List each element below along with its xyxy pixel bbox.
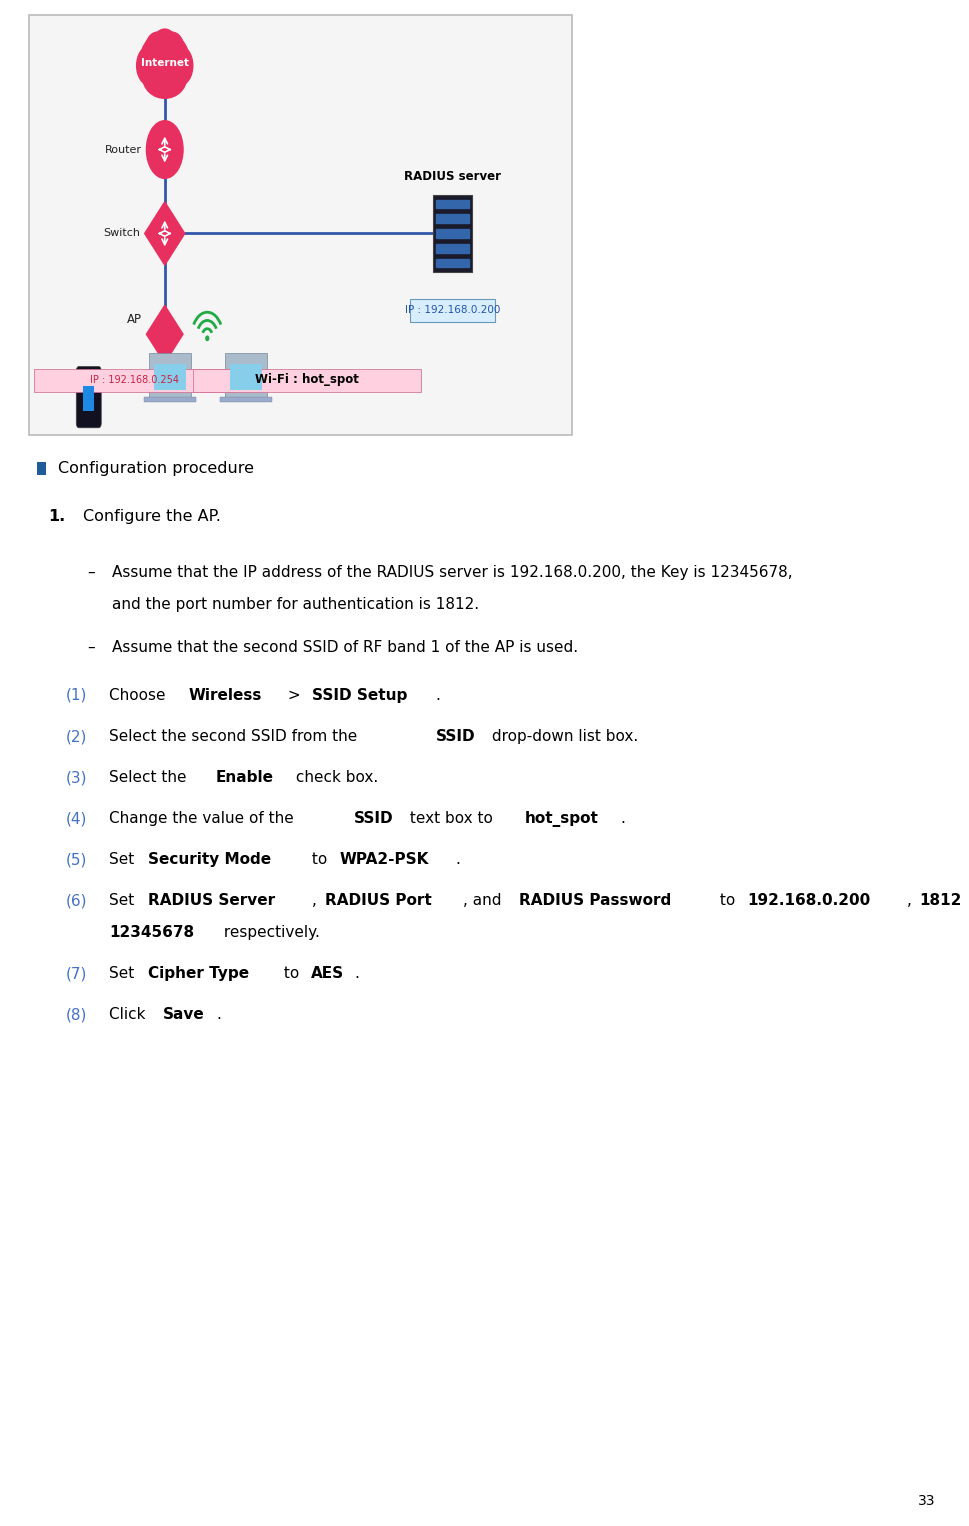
Ellipse shape [152, 29, 177, 64]
Bar [436, 244, 469, 253]
FancyBboxPatch shape [154, 363, 186, 389]
Text: 33: 33 [918, 1494, 935, 1508]
FancyBboxPatch shape [410, 299, 494, 322]
Text: .: . [354, 966, 359, 981]
Text: Choose: Choose [109, 688, 171, 703]
Polygon shape [144, 201, 185, 266]
Text: 1.: 1. [48, 510, 66, 523]
FancyBboxPatch shape [29, 15, 572, 435]
Text: AP: AP [127, 313, 141, 327]
Text: IP : 192.168.0.200: IP : 192.168.0.200 [405, 305, 500, 314]
Text: RADIUS Password: RADIUS Password [518, 893, 671, 908]
Text: –: – [87, 565, 95, 580]
Ellipse shape [145, 32, 170, 64]
Text: RADIUS server: RADIUS server [404, 169, 501, 183]
Ellipse shape [166, 46, 193, 85]
Polygon shape [146, 305, 183, 363]
Text: SSID: SSID [355, 810, 393, 826]
Text: (8): (8) [66, 1007, 87, 1022]
Bar [436, 200, 469, 208]
Text: WPA2-PSK: WPA2-PSK [340, 852, 429, 867]
Text: Internet: Internet [141, 58, 189, 67]
Text: (7): (7) [66, 966, 87, 981]
Text: .: . [455, 852, 460, 867]
Text: hot_spot: hot_spot [525, 810, 599, 827]
Bar [436, 214, 469, 223]
Text: ,: , [312, 893, 322, 908]
Text: ,: , [907, 893, 917, 908]
FancyBboxPatch shape [433, 195, 472, 272]
Text: to: to [307, 852, 332, 867]
Text: 192.168.0.200: 192.168.0.200 [747, 893, 871, 908]
Text: Set: Set [109, 852, 140, 867]
Text: RADIUS Port: RADIUS Port [325, 893, 432, 908]
Text: >: > [283, 688, 306, 703]
Text: drop-down list box.: drop-down list box. [487, 729, 639, 745]
Bar [436, 229, 469, 238]
Text: (5): (5) [66, 852, 87, 867]
Text: Enable: Enable [216, 771, 274, 784]
Text: respectively.: respectively. [219, 925, 320, 940]
Text: Assume that the second SSID of RF band 1 of the AP is used.: Assume that the second SSID of RF band 1… [112, 639, 578, 655]
Text: Change the value of the: Change the value of the [109, 810, 299, 826]
Text: (1): (1) [66, 688, 87, 703]
Text: Security Mode: Security Mode [148, 852, 271, 867]
FancyBboxPatch shape [149, 353, 191, 397]
Text: Assume that the IP address of the RADIUS server is 192.168.0.200, the Key is 123: Assume that the IP address of the RADIUS… [112, 565, 793, 580]
Text: Select the: Select the [109, 771, 192, 784]
FancyBboxPatch shape [83, 386, 95, 410]
Bar [436, 259, 469, 267]
Text: , and: , and [463, 893, 506, 908]
Text: check box.: check box. [291, 771, 378, 784]
Text: Save: Save [163, 1007, 204, 1022]
FancyBboxPatch shape [230, 363, 263, 389]
Circle shape [205, 336, 208, 340]
Text: (3): (3) [66, 771, 87, 784]
Text: Configure the AP.: Configure the AP. [83, 510, 221, 523]
Text: Switch: Switch [103, 229, 140, 238]
Text: and the port number for authentication is 1812.: and the port number for authentication i… [112, 597, 480, 612]
Text: (2): (2) [66, 729, 87, 745]
FancyBboxPatch shape [34, 369, 234, 392]
Text: Click: Click [109, 1007, 151, 1022]
Text: text box to: text box to [405, 810, 498, 826]
FancyBboxPatch shape [193, 369, 421, 392]
Text: to: to [279, 966, 304, 981]
Text: Wi-Fi : hot_spot: Wi-Fi : hot_spot [255, 374, 359, 386]
Text: 1812: 1812 [920, 893, 961, 908]
FancyBboxPatch shape [225, 353, 267, 397]
Text: SSID Setup: SSID Setup [312, 688, 408, 703]
Text: Configuration procedure: Configuration procedure [58, 461, 254, 476]
FancyBboxPatch shape [77, 366, 101, 427]
FancyBboxPatch shape [220, 397, 272, 401]
Text: .: . [620, 810, 625, 826]
Text: –: – [87, 639, 95, 655]
Text: IP : 192.168.0.254: IP : 192.168.0.254 [90, 375, 179, 385]
Text: Set: Set [109, 893, 140, 908]
FancyBboxPatch shape [37, 461, 46, 476]
Text: Wireless: Wireless [189, 688, 262, 703]
Text: Set: Set [109, 966, 140, 981]
FancyBboxPatch shape [144, 397, 196, 401]
Text: Cipher Type: Cipher Type [148, 966, 249, 981]
Text: 12345678: 12345678 [109, 925, 195, 940]
Text: (6): (6) [66, 893, 87, 908]
Circle shape [146, 121, 183, 179]
Ellipse shape [160, 32, 184, 64]
Text: SSID: SSID [436, 729, 476, 745]
Text: Router: Router [105, 145, 141, 154]
Text: (4): (4) [66, 810, 87, 826]
Text: .: . [435, 688, 440, 703]
Text: Select the second SSID from the: Select the second SSID from the [109, 729, 362, 745]
Text: RADIUS Server: RADIUS Server [148, 893, 275, 908]
Text: .: . [217, 1007, 222, 1022]
Ellipse shape [142, 56, 187, 98]
Ellipse shape [141, 32, 189, 87]
Ellipse shape [137, 46, 164, 85]
Text: to: to [715, 893, 740, 908]
Text: AES: AES [311, 966, 344, 981]
